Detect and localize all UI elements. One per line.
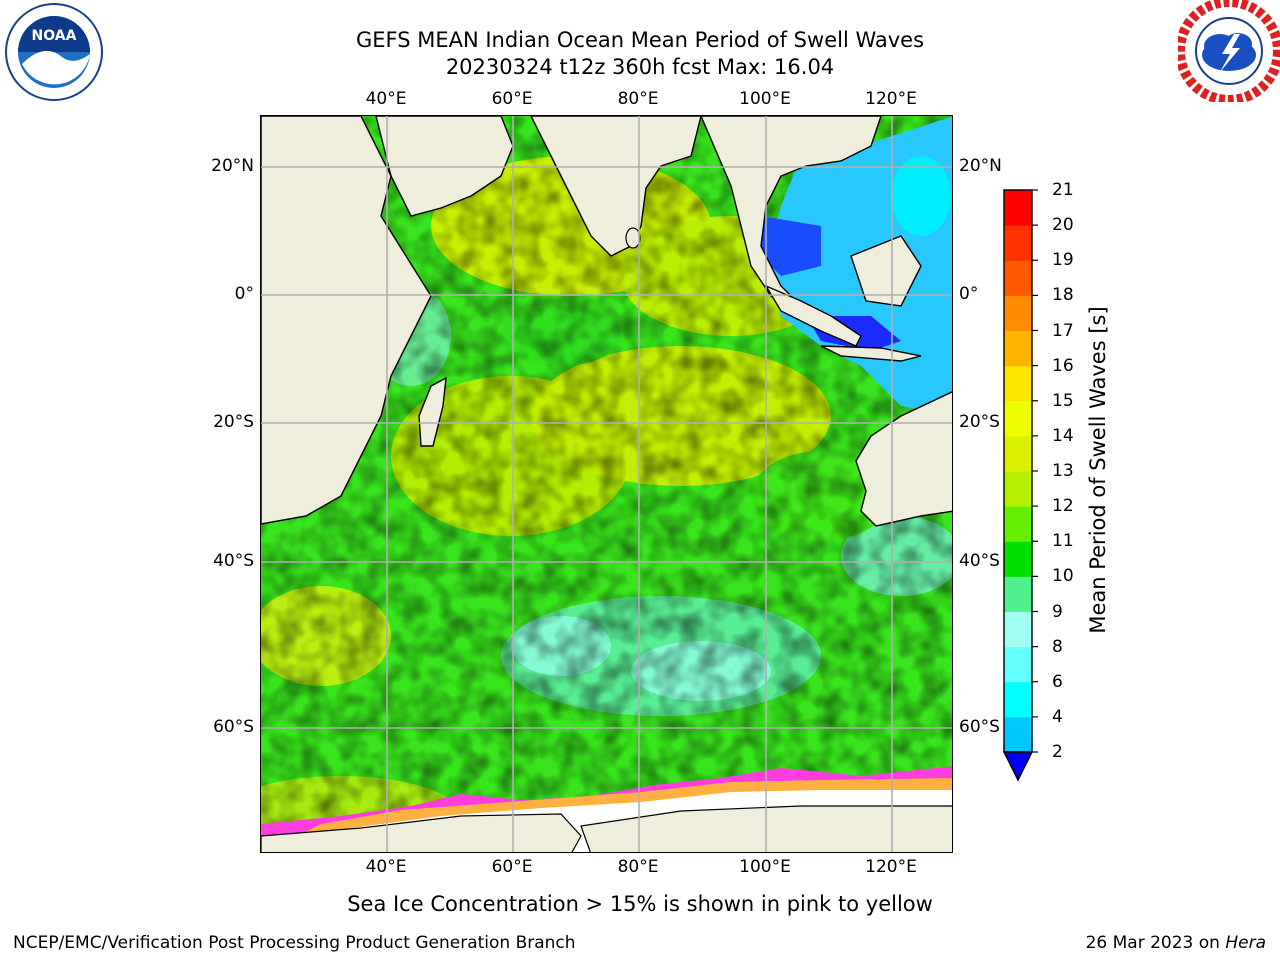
colorbar-segment — [1004, 225, 1032, 261]
colorbar-label: 18 — [1052, 285, 1074, 306]
sumatra-landmass — [764, 284, 862, 347]
lon-tick-bottom: 80°E — [617, 857, 659, 877]
colorbar-segment — [1004, 506, 1032, 542]
java-landmass — [820, 345, 922, 362]
lat-tick-left: 0° — [234, 284, 254, 304]
lat-tick-right: 60°S — [959, 717, 1000, 737]
colorbar-segment — [1004, 400, 1032, 437]
colorbar — [1002, 189, 1038, 782]
colorbar-label: 13 — [1052, 461, 1074, 481]
indochina-landmass — [700, 116, 882, 307]
colorbar-label: 12 — [1052, 496, 1074, 517]
date-text: 26 Mar 2023 on — [1085, 933, 1226, 953]
colorbar-title: Mean Period of Swell Waves [s] — [1086, 306, 1110, 634]
map-gridlines — [261, 116, 952, 852]
colorbar-segment — [1004, 295, 1032, 331]
colorbar-segment — [1004, 541, 1032, 577]
colorbar-label: 2 — [1052, 742, 1063, 762]
lon-tick-bottom: 100°E — [739, 857, 791, 877]
lon-tick-bottom: 60°E — [491, 857, 533, 877]
svg-text:NOAA: NOAA — [32, 28, 77, 44]
colorbar-segment — [1004, 576, 1032, 612]
australia-landmass — [855, 391, 952, 527]
nws-logo-icon — [1178, 0, 1280, 102]
colorbar-label: 14 — [1052, 425, 1074, 446]
colorbar-segment — [1004, 646, 1032, 683]
lat-tick-right: 40°S — [959, 551, 1000, 571]
colorbar-segment — [1004, 330, 1032, 367]
colorbar-label: 6 — [1052, 671, 1063, 692]
sea-ice-note: Sea Ice Concentration > 15% is shown in … — [347, 892, 933, 916]
colorbar-label: 17 — [1052, 320, 1074, 341]
colorbar-segment — [1004, 471, 1032, 507]
lat-tick-right: 20°N — [959, 156, 1002, 176]
colorbar-label: 9 — [1052, 601, 1063, 622]
colorbar-segment — [1004, 716, 1032, 753]
colorbar-label: 10 — [1052, 566, 1074, 587]
antarctica-landmass — [261, 813, 582, 852]
lat-tick-right: 20°S — [959, 412, 1000, 432]
host-name: Hera — [1225, 933, 1266, 953]
map-title: GEFS MEAN Indian Ocean Mean Period of Sw… — [355, 28, 925, 52]
lon-tick-top: 40°E — [365, 89, 407, 109]
colorbar-segment — [1004, 190, 1032, 226]
map-panel — [260, 115, 953, 853]
colorbar-label: 11 — [1052, 531, 1074, 552]
lat-tick-right: 0° — [959, 284, 979, 304]
colorbar-label: 16 — [1052, 355, 1074, 376]
colorbar-segment — [1004, 611, 1032, 648]
lon-tick-top: 60°E — [491, 89, 533, 109]
map-subtitle: 20230324 t12z 360h fcst Max: 16.04 — [445, 55, 835, 79]
colorbar-label: 19 — [1052, 250, 1074, 271]
colorbar-label: 20 — [1052, 215, 1074, 236]
colorbar-label: 21 — [1052, 180, 1074, 200]
noaa-logo-icon: NOAA — [5, 3, 103, 101]
colorbar-label: 4 — [1052, 706, 1063, 727]
colorbar-under-arrow — [1002, 751, 1034, 782]
lat-tick-left: 40°S — [213, 551, 254, 571]
colorbar-label: 8 — [1052, 636, 1063, 657]
lon-tick-bottom: 120°E — [865, 857, 917, 877]
africa-landmass — [261, 116, 432, 525]
lon-tick-top: 80°E — [617, 89, 659, 109]
lon-tick-bottom: 40°E — [365, 857, 407, 877]
lon-tick-top: 120°E — [865, 89, 917, 109]
colorbar-label: 15 — [1052, 390, 1074, 411]
lat-tick-left: 20°S — [213, 412, 254, 432]
arabia-landmass — [375, 116, 514, 217]
date-stamp: 26 Mar 2023 on Hera — [1086, 933, 1266, 953]
lon-tick-top: 100°E — [739, 89, 791, 109]
colorbar-segment — [1004, 681, 1032, 718]
colorbar-segment — [1004, 365, 1032, 402]
madagascar-landmass — [418, 376, 447, 447]
colorbar-segment — [1004, 260, 1032, 296]
colorbar-segment — [1004, 435, 1032, 472]
credit-text: NCEP/EMC/Verification Post Processing Pr… — [13, 933, 576, 953]
lat-tick-left: 60°S — [213, 717, 254, 737]
lat-tick-left: 20°N — [211, 156, 254, 176]
